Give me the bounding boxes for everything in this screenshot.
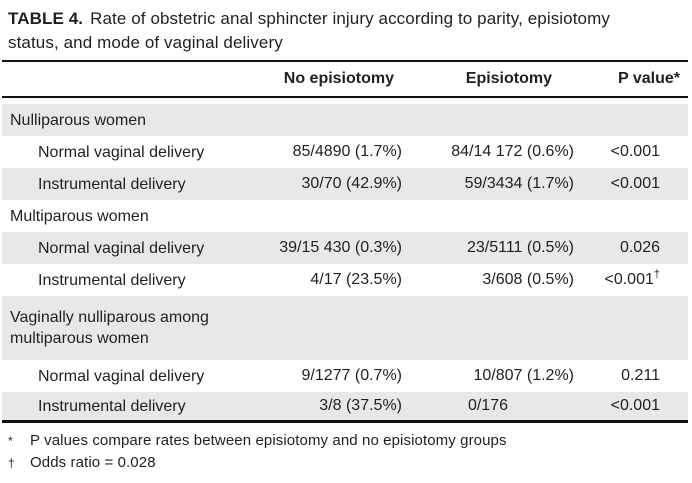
cell-episiotomy: 10/807 (1.2%) — [406, 360, 578, 392]
cell-p-value: <0.001 — [578, 136, 688, 168]
results-table: No episiotomy Episiotomy P value* Nullip… — [2, 60, 688, 423]
row-label: Instrumental delivery — [2, 168, 240, 200]
asterisk-marker: * — [8, 434, 13, 448]
spacer-row — [2, 97, 688, 104]
column-header-empty — [2, 61, 240, 98]
cell-p-value: 0.211 — [578, 360, 688, 392]
cell-episiotomy: 0/176 — [406, 392, 578, 422]
footnote-odds-ratio: † Odds ratio = 0.028 — [8, 452, 692, 474]
table-row: Normal vaginal delivery 85/4890 (1.7%) 8… — [2, 136, 688, 168]
cell-no-episiotomy: 9/1277 (0.7%) — [240, 360, 406, 392]
cell-p-value: <0.001† — [578, 264, 688, 296]
footnote-text: P values compare rates between episiotom… — [30, 432, 507, 449]
cell-p-value — [578, 104, 688, 136]
cell-episiotomy: 3/608 (0.5%) — [406, 264, 578, 296]
cell-no-episiotomy: 30/70 (42.9%) — [240, 168, 406, 200]
row-label: Multiparous women — [2, 200, 240, 232]
cell-no-episiotomy: 4/17 (23.5%) — [240, 264, 406, 296]
cell-episiotomy: 84/14 172 (0.6%) — [406, 136, 578, 168]
table-header: No episiotomy Episiotomy P value* — [2, 61, 688, 98]
table-row: Instrumental delivery 3/8 (37.5%) 0/176 … — [2, 392, 688, 422]
cell-no-episiotomy: 85/4890 (1.7%) — [240, 136, 406, 168]
table-row: Instrumental delivery 4/17 (23.5%) 3/608… — [2, 264, 688, 296]
row-label: Instrumental delivery — [2, 264, 240, 296]
cell-episiotomy: 59/3434 (1.7%) — [406, 168, 578, 200]
row-label: Normal vaginal delivery — [2, 232, 240, 264]
cell-p-value — [578, 200, 688, 232]
column-header-no-episiotomy: No episiotomy — [240, 61, 406, 98]
table-title: TABLE 4. Rate of obstetric anal sphincter… — [8, 7, 682, 55]
cell-p-value: <0.001 — [578, 392, 688, 422]
cell-p-value — [578, 296, 688, 360]
row-label: Normal vaginal delivery — [2, 136, 240, 168]
cell-episiotomy — [406, 296, 578, 360]
table-row-section: Nulliparous women — [2, 104, 688, 136]
cell-episiotomy: 23/5111 (0.5%) — [406, 232, 578, 264]
row-label: Vaginally nulliparous among multiparous … — [2, 296, 240, 360]
cell-no-episiotomy — [240, 104, 406, 136]
table-row: Normal vaginal delivery 39/15 430 (0.3%)… — [2, 232, 688, 264]
paper-table-figure: TABLE 4. Rate of obstetric anal sphincter… — [0, 7, 692, 483]
cell-episiotomy — [406, 200, 578, 232]
table-row: Normal vaginal delivery 9/1277 (0.7%) 10… — [2, 360, 688, 392]
row-label: Nulliparous women — [2, 104, 240, 136]
cell-no-episiotomy — [240, 200, 406, 232]
column-header-episiotomy: Episiotomy — [406, 61, 578, 98]
dagger-superscript: † — [653, 268, 660, 281]
table-row: Instrumental delivery 30/70 (42.9%) 59/3… — [2, 168, 688, 200]
cell-episiotomy — [406, 104, 578, 136]
row-label: Instrumental delivery — [2, 392, 240, 422]
table-caption: Rate of obstetric anal sphincter injury … — [8, 9, 610, 52]
cell-p-value: <0.001 — [578, 168, 688, 200]
footnotes: * P values compare rates between episiot… — [8, 430, 692, 474]
table-row-section: Vaginally nulliparous among multiparous … — [2, 296, 688, 360]
footnote-text: Odds ratio = 0.028 — [30, 454, 156, 471]
cell-no-episiotomy: 39/15 430 (0.3%) — [240, 232, 406, 264]
cell-no-episiotomy: 3/8 (37.5%) — [240, 392, 406, 422]
column-header-p-value: P value* — [578, 61, 688, 98]
row-label: Normal vaginal delivery — [2, 360, 240, 392]
cell-p-value: 0.026 — [578, 232, 688, 264]
footnote-p-values: * P values compare rates between episiot… — [8, 430, 692, 452]
table-row-section: Multiparous women — [2, 200, 688, 232]
cell-no-episiotomy — [240, 296, 406, 360]
table-number: TABLE 4. — [8, 9, 84, 28]
dagger-marker: † — [8, 456, 15, 470]
